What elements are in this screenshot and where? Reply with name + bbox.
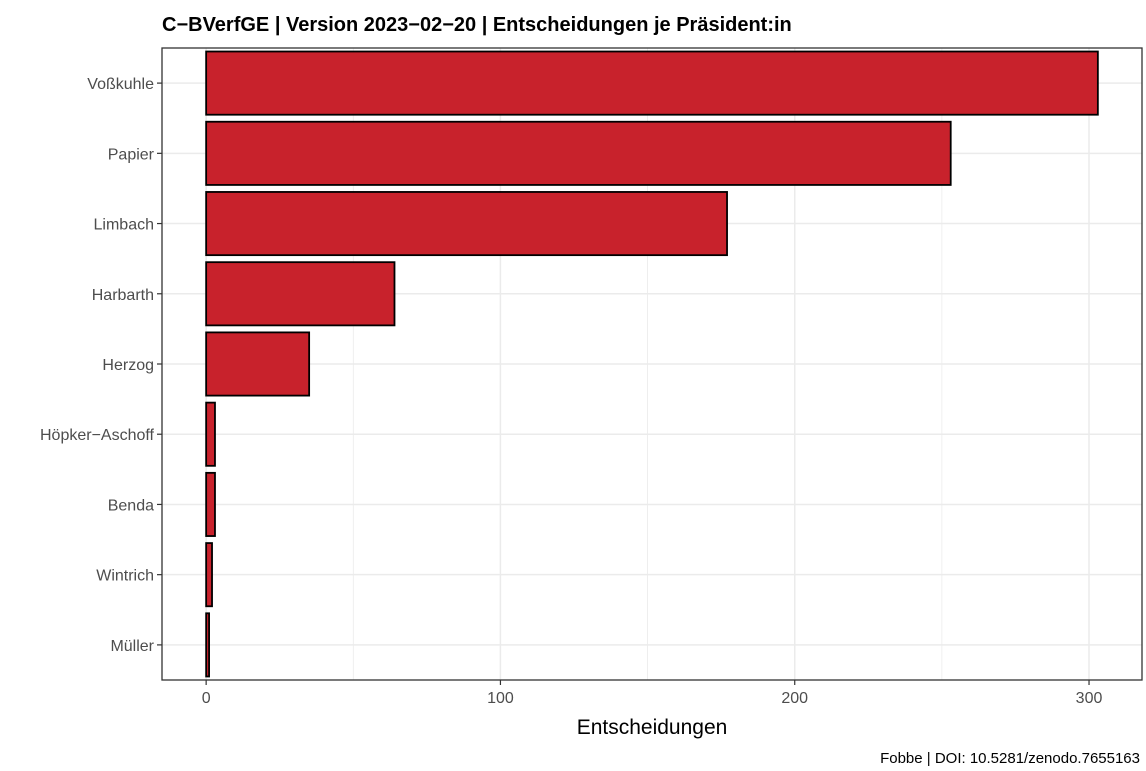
bar — [205, 471, 216, 537]
y-tick-label: Höpker−Aschoff — [40, 427, 155, 444]
bar — [205, 542, 213, 608]
bar — [205, 612, 210, 678]
bars — [205, 50, 1099, 678]
chart-caption: Fobbe | DOI: 10.5281/zenodo.7655163 — [880, 750, 1140, 767]
y-tick-label: Harbarth — [92, 287, 154, 304]
y-axis: Voßkuhle Papier Limbach Harbarth Herzog Höpke… — [40, 76, 162, 655]
x-axis: 0 100 200 300 — [202, 680, 1103, 707]
bar — [205, 50, 1099, 116]
y-tick-label: Voßkuhle — [87, 76, 154, 93]
x-tick-label: 200 — [781, 690, 808, 707]
bar — [205, 401, 216, 467]
x-tick-label: 100 — [487, 690, 514, 707]
bar — [205, 331, 311, 397]
y-tick-label: Limbach — [94, 217, 154, 234]
y-tick-label: Benda — [108, 497, 154, 514]
chart-title: C−BVerfGE | Version 2023−02−20 | Entsche… — [162, 14, 792, 36]
bar — [205, 261, 396, 327]
bar — [205, 191, 728, 257]
y-tick-label: Herzog — [102, 357, 154, 374]
y-tick-label: Papier — [108, 146, 155, 163]
x-tick-label: 300 — [1076, 690, 1103, 707]
y-tick-label: Wintrich — [96, 568, 154, 585]
bar — [205, 120, 952, 186]
x-tick-label: 0 — [202, 690, 211, 707]
x-axis-title: Entscheidungen — [577, 716, 728, 739]
y-tick-label: Müller — [110, 638, 154, 655]
